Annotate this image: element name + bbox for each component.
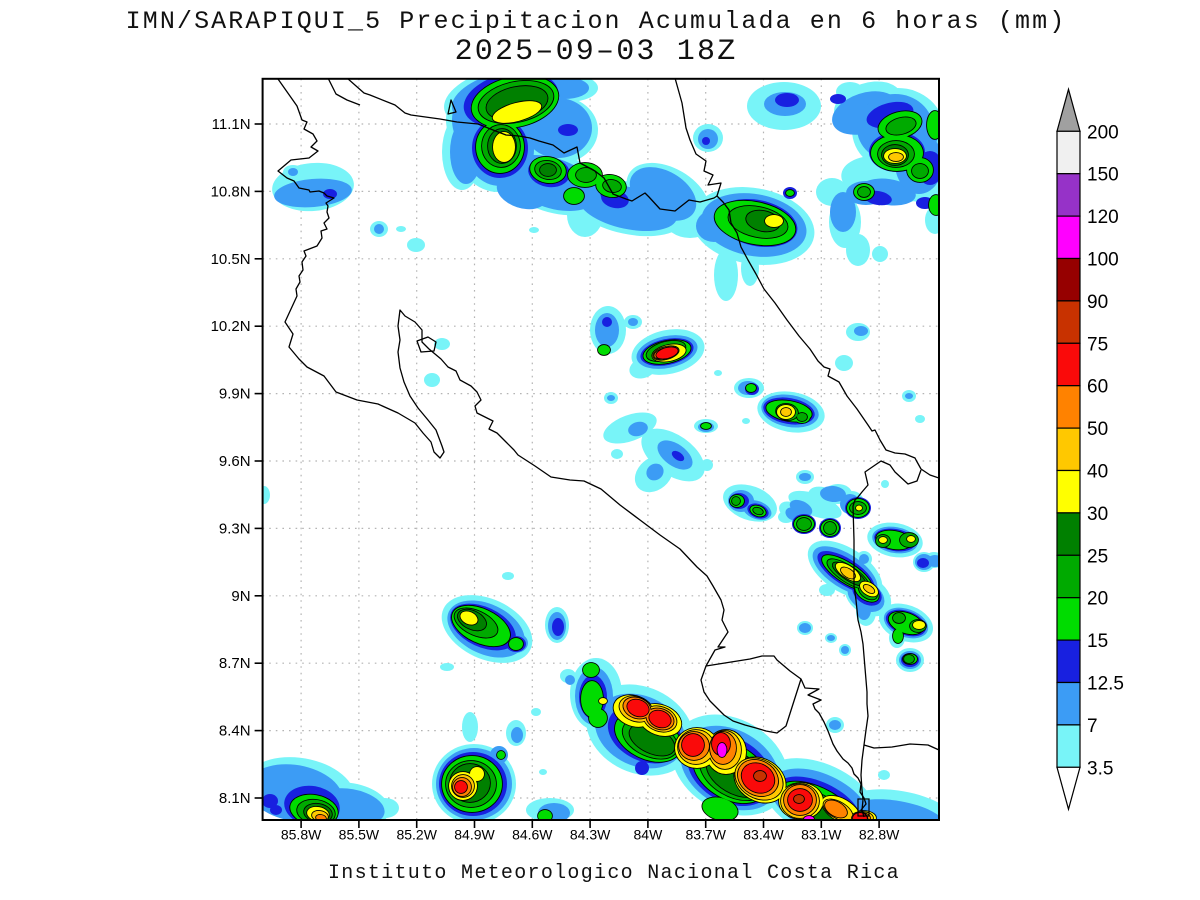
svg-text:84.3W: 84.3W — [570, 827, 611, 843]
svg-text:83.7W: 83.7W — [685, 827, 726, 843]
svg-text:10.5N: 10.5N — [211, 251, 251, 268]
svg-text:60: 60 — [1087, 377, 1108, 398]
svg-text:85.5W: 85.5W — [339, 827, 380, 843]
svg-text:84.6W: 84.6W — [512, 827, 553, 843]
svg-text:Instituto Meteorologico Nacion: Instituto Meteorologico Nacional Costa R… — [328, 862, 900, 885]
svg-text:10.8N: 10.8N — [211, 183, 251, 200]
svg-text:7: 7 — [1087, 716, 1098, 737]
svg-text:90: 90 — [1087, 292, 1108, 313]
svg-text:IMN/SARAPIQUI_5 Precipitacion: IMN/SARAPIQUI_5 Precipitacion Acumulada … — [126, 7, 1067, 36]
svg-text:25: 25 — [1087, 546, 1108, 567]
svg-text:120: 120 — [1087, 207, 1119, 228]
svg-text:84.9W: 84.9W — [454, 827, 495, 843]
svg-text:83.4W: 83.4W — [743, 827, 784, 843]
svg-text:8.1N: 8.1N — [219, 790, 251, 807]
svg-text:100: 100 — [1087, 250, 1119, 271]
svg-text:82.8W: 82.8W — [859, 827, 900, 843]
svg-text:9.6N: 9.6N — [219, 453, 251, 470]
svg-text:85.2W: 85.2W — [396, 827, 437, 843]
svg-text:8.4N: 8.4N — [219, 723, 251, 740]
svg-text:9.9N: 9.9N — [219, 386, 251, 403]
svg-text:9N: 9N — [231, 588, 250, 605]
svg-text:9.3N: 9.3N — [219, 520, 251, 537]
svg-text:84W: 84W — [634, 827, 664, 843]
svg-text:83.1W: 83.1W — [801, 827, 842, 843]
svg-text:3.5: 3.5 — [1087, 758, 1113, 779]
svg-text:30: 30 — [1087, 504, 1108, 525]
svg-text:200: 200 — [1087, 122, 1119, 143]
svg-text:40: 40 — [1087, 462, 1108, 483]
svg-text:75: 75 — [1087, 334, 1108, 355]
svg-text:15: 15 — [1087, 631, 1108, 652]
svg-text:50: 50 — [1087, 419, 1108, 440]
svg-text:11.1N: 11.1N — [212, 116, 251, 133]
svg-text:8.7N: 8.7N — [219, 655, 251, 672]
svg-text:150: 150 — [1087, 165, 1119, 186]
svg-text:2025–09–03 18Z: 2025–09–03 18Z — [455, 35, 738, 69]
svg-text:20: 20 — [1087, 589, 1108, 610]
svg-text:10.2N: 10.2N — [211, 318, 251, 335]
svg-text:12.5: 12.5 — [1087, 674, 1124, 695]
svg-text:85.8W: 85.8W — [281, 827, 322, 843]
